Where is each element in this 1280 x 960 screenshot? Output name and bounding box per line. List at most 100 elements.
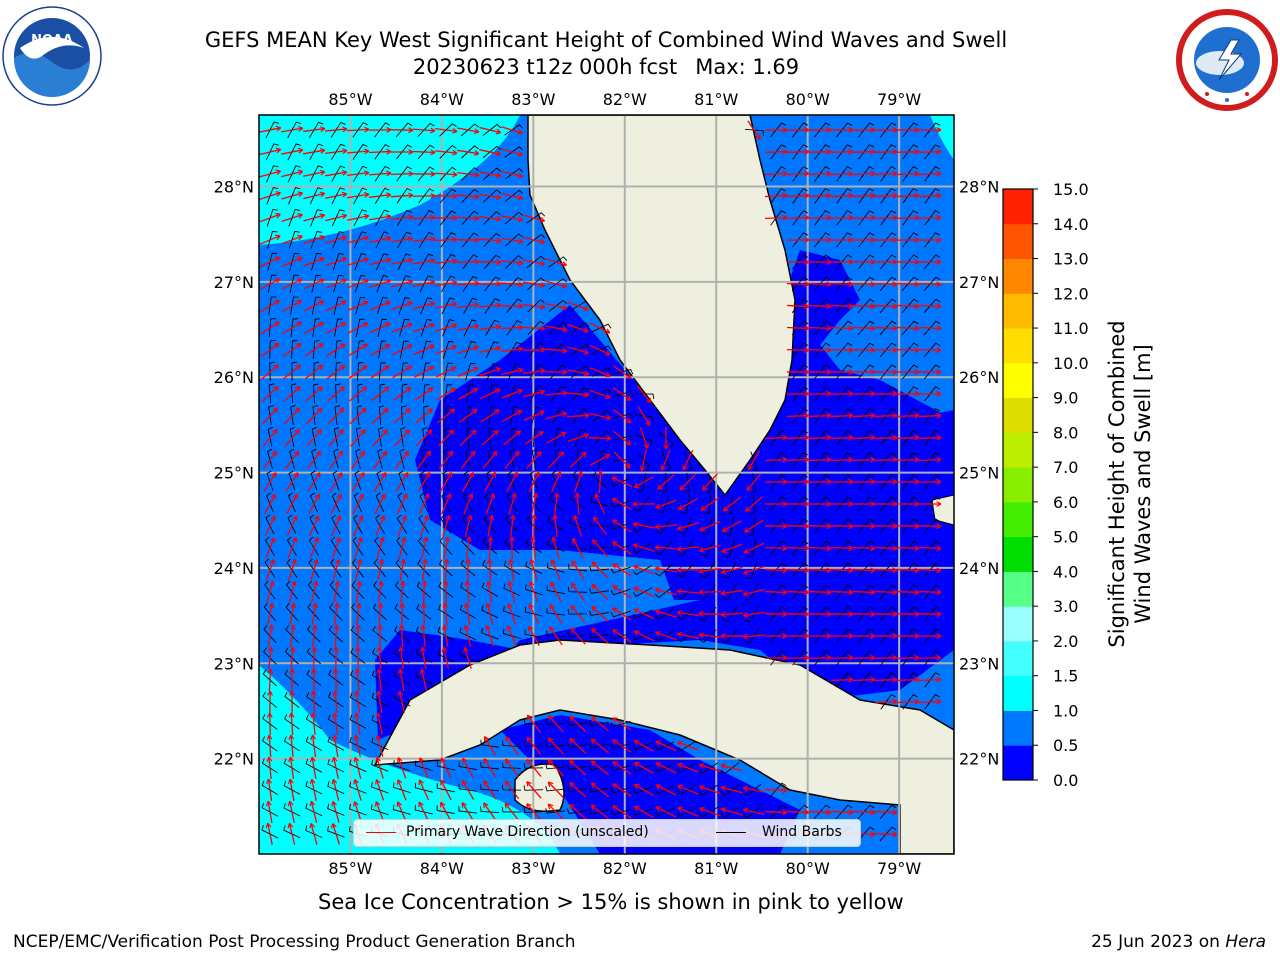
wind-barb <box>505 255 523 269</box>
wave-arrowhead <box>914 214 920 221</box>
wind-barb <box>549 493 563 511</box>
wind-barb <box>744 605 759 623</box>
wind-barb <box>485 341 499 359</box>
wave-arrow <box>378 602 382 626</box>
wind-barb <box>792 144 809 160</box>
wave-arrow <box>310 823 318 845</box>
wave-arrow <box>414 366 434 378</box>
wave-arrow <box>303 257 325 267</box>
wind-barb <box>835 540 853 556</box>
wave-arrow <box>808 590 832 594</box>
wave-arrow <box>372 450 388 470</box>
wind-barb <box>546 585 565 595</box>
wave-arrow <box>612 607 632 621</box>
wave-arrow <box>354 757 362 779</box>
wave-arrow <box>311 603 317 625</box>
lat-tick-label-left: 22°N <box>214 750 254 769</box>
wind-barb <box>924 430 940 446</box>
wind-barb <box>678 540 694 557</box>
wave-arrowhead <box>720 763 727 770</box>
colorbar-tick-label: 7.0 <box>1053 458 1078 477</box>
wave-arrow <box>262 429 278 447</box>
wind-barb <box>676 807 697 817</box>
wave-arrowhead <box>440 757 446 764</box>
wave-arrowhead <box>407 279 414 286</box>
colorbar-tick-label: 5.0 <box>1053 528 1078 547</box>
wave-arrowhead <box>290 602 297 609</box>
wave-arrow <box>303 300 325 312</box>
wave-arrowhead <box>489 493 496 499</box>
wave-arrow <box>289 779 295 801</box>
wave-arrowhead <box>782 787 788 794</box>
wind-barb <box>924 452 940 468</box>
wind-barb <box>549 364 567 380</box>
wind-barb <box>770 122 787 138</box>
wind-barb <box>568 541 587 551</box>
wave-arrow <box>391 259 413 265</box>
wave-arrowhead <box>271 450 278 457</box>
wave-arrow <box>918 172 942 176</box>
wave-arrow <box>526 714 542 734</box>
wave-arrow <box>413 323 435 333</box>
wave-arrowhead <box>518 259 524 266</box>
wind-barb <box>504 124 524 136</box>
wind-barb <box>356 340 365 359</box>
wave-arrow <box>655 567 677 573</box>
wind-barb <box>901 320 919 336</box>
wave-arrow <box>260 299 280 313</box>
wave-arrow <box>479 171 501 177</box>
wind-barb <box>350 625 366 643</box>
wave-arrowhead <box>561 283 568 289</box>
wind-barb <box>880 694 896 710</box>
wave-arrowhead <box>804 170 810 177</box>
wind-barb <box>590 496 609 507</box>
wind-barb <box>524 629 543 639</box>
wave-arrow <box>348 365 368 379</box>
colorbar-tick-label: 1.5 <box>1053 667 1078 686</box>
wind-barb <box>901 518 919 534</box>
wind-barb <box>857 804 875 820</box>
wind-barb <box>814 628 831 644</box>
wave-arrowhead <box>506 625 513 631</box>
wave-arrow <box>325 149 347 155</box>
wind-barb <box>924 496 941 512</box>
wind-barb <box>548 321 567 335</box>
wave-arrowhead <box>507 603 513 609</box>
wind-barb <box>613 435 634 441</box>
wave-arrowhead <box>288 734 295 740</box>
wave-arrowhead <box>495 172 502 179</box>
wave-arrow <box>356 668 360 692</box>
wind-barb <box>462 254 479 270</box>
lon-tick-label-bottom: 79°W <box>877 859 921 878</box>
wave-arrow <box>457 367 479 377</box>
wind-barb <box>506 492 518 512</box>
wave-arrow <box>303 278 325 290</box>
wave-arrow <box>355 735 361 757</box>
wave-arrow <box>572 537 584 559</box>
wave-arrowhead <box>558 451 565 457</box>
wind-barb <box>545 785 565 792</box>
wave-arrow <box>332 823 340 845</box>
wave-arrowhead <box>397 668 404 675</box>
wave-arrow <box>699 807 721 817</box>
wind-barb <box>545 808 565 814</box>
wind-barb <box>327 825 345 838</box>
wave-arrowhead <box>892 698 898 705</box>
wind-barb <box>351 558 364 578</box>
wave-arrowhead <box>451 280 458 286</box>
wave-arrow <box>918 678 942 682</box>
wave-arrowhead <box>583 348 590 355</box>
wave-arrow <box>764 788 788 792</box>
wind-barb <box>439 123 457 137</box>
wind-barb <box>858 364 875 380</box>
wave-arrow <box>418 779 430 801</box>
wave-arrow <box>348 343 368 357</box>
wave-arrowhead <box>848 347 854 354</box>
wind-barb <box>330 121 346 138</box>
wind-barb <box>901 254 919 270</box>
wind-barb <box>417 536 431 556</box>
wave-arrow <box>377 691 383 713</box>
wave-arrow <box>591 716 609 732</box>
wave-arrowhead <box>265 822 272 829</box>
wind-barb <box>924 364 941 380</box>
